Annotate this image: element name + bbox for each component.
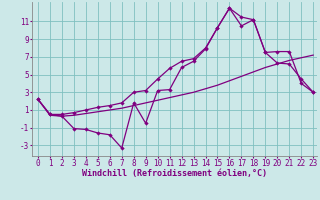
X-axis label: Windchill (Refroidissement éolien,°C): Windchill (Refroidissement éolien,°C) (82, 169, 267, 178)
